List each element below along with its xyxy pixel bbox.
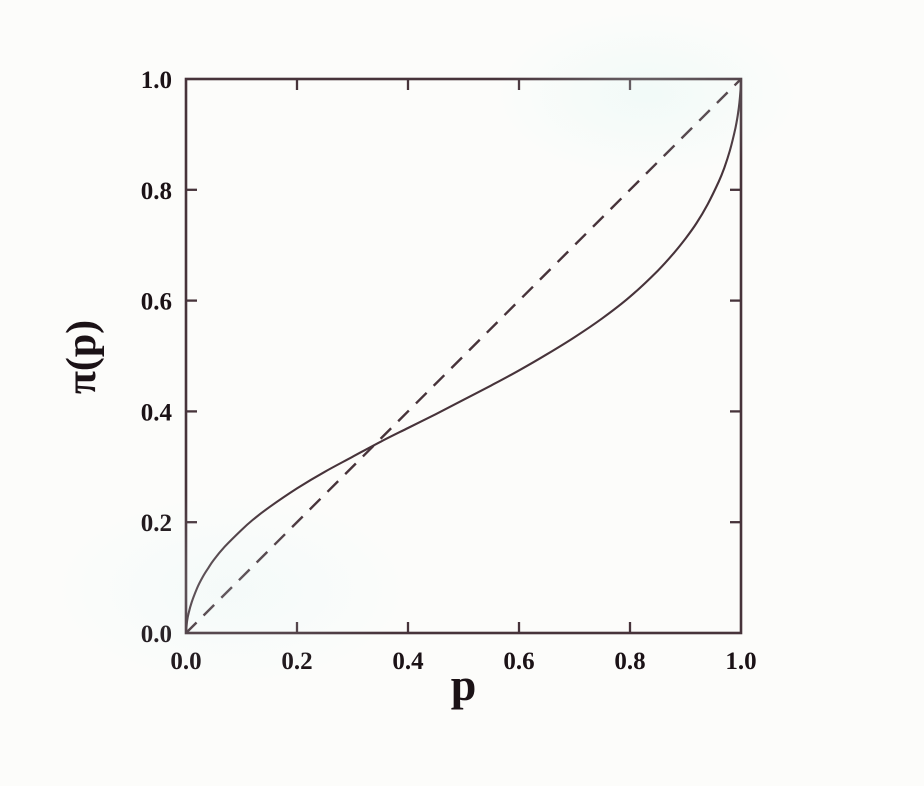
x-tick-label: 0.6 bbox=[503, 648, 534, 675]
y-tick-label: 0.0 bbox=[141, 621, 172, 648]
y-tick-label: 0.6 bbox=[141, 289, 172, 316]
y-tick-label: 0.2 bbox=[141, 510, 172, 537]
plot-box bbox=[184, 77, 743, 635]
y-tick-label: 0.8 bbox=[141, 178, 172, 205]
x-tick-label: 0.4 bbox=[392, 648, 424, 675]
x-tick-label: 1.0 bbox=[725, 648, 756, 675]
y-axis-label: π(p) bbox=[59, 319, 105, 395]
y-tick-label: 1.0 bbox=[141, 67, 172, 94]
identity-diagonal-line bbox=[185, 78, 742, 634]
y-tick-label: 0.4 bbox=[141, 399, 173, 426]
x-tick-label: 0.0 bbox=[170, 648, 201, 675]
probability-weighting-curve-line bbox=[184, 78, 743, 634]
x-tick-label: 0.2 bbox=[281, 648, 312, 675]
x-tick-label: 0.8 bbox=[614, 648, 645, 675]
x-axis-label: p bbox=[450, 659, 477, 710]
